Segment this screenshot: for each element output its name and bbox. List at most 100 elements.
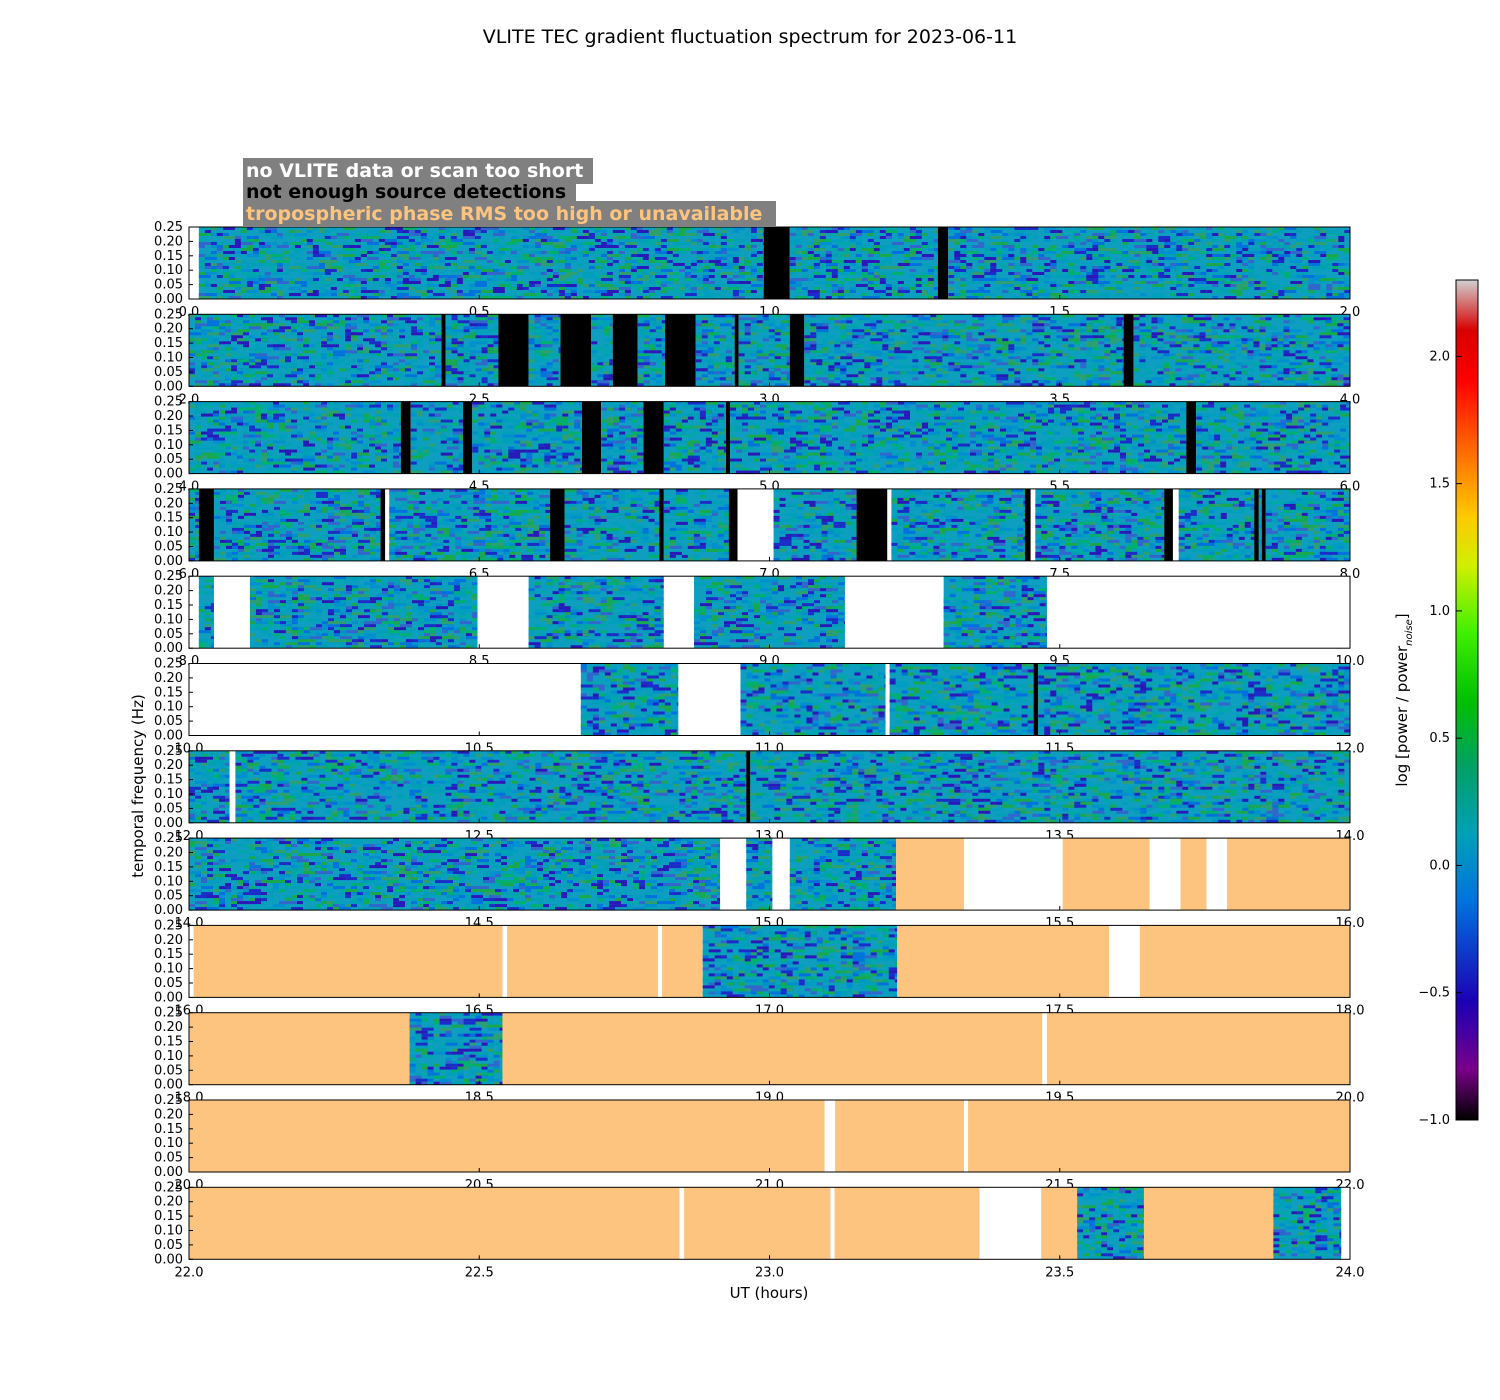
spectrum-segment — [789, 838, 897, 911]
y-tick-label: 0.00 — [154, 990, 183, 1005]
colorbar-gradient — [1455, 279, 1479, 1121]
y-tick-label: 0.10 — [154, 1224, 183, 1239]
legend: no VLITE data or scan too short not enou… — [243, 158, 776, 226]
flag-segment-black — [665, 314, 696, 387]
spectrum-segment — [580, 663, 679, 736]
y-tick-label: 0.20 — [154, 234, 183, 249]
spectrum-segment — [750, 750, 1350, 823]
flag-segment-tropo — [1046, 1012, 1350, 1085]
flag-segment-black — [789, 314, 805, 387]
flag-segment-white — [979, 1187, 1042, 1260]
panel-3: 0.250.200.150.100.050.006.0 6.5 7.0 7.5 8.0 — [154, 482, 1360, 582]
flag-segment-tropo — [1062, 838, 1150, 911]
colorbar-label: log [power / powernoise] — [1393, 613, 1415, 786]
legend-tropo-rms: tropospheric phase RMS too high or unava… — [246, 203, 762, 225]
flag-segment-white — [737, 488, 774, 561]
spectrum-segment — [889, 663, 1034, 736]
y-tick-label: 0.15 — [154, 598, 183, 613]
flag-segment-black — [1186, 401, 1197, 474]
flag-segment-white — [887, 488, 892, 561]
flag-segment-tropo — [835, 1100, 964, 1172]
flag-segment-white — [963, 838, 1063, 911]
legend-box — [243, 180, 576, 203]
spectrum-segment — [738, 314, 790, 387]
y-tick-label: 0.10 — [154, 787, 183, 802]
y-tick-label: 0.20 — [154, 1020, 183, 1035]
y-tick-label: 0.00 — [154, 1252, 183, 1267]
spectrum-segment — [948, 227, 1350, 299]
y-tick-label: 0.25 — [154, 657, 183, 672]
flag-segment-tropo — [502, 1012, 1043, 1085]
flag-segment-white — [1149, 838, 1181, 911]
spectrum-segment — [189, 401, 401, 474]
flag-segment-white — [1109, 925, 1140, 998]
x-tick-label: 24.0 — [1336, 1265, 1365, 1280]
y-tick-label: 0.05 — [154, 1238, 183, 1253]
y-tick-label: 0.15 — [154, 511, 183, 526]
legend-box — [243, 158, 593, 184]
flag-segment-white — [1030, 488, 1036, 561]
flag-segment-white — [1042, 1012, 1047, 1085]
flag-segment-tropo — [189, 1012, 410, 1085]
y-tick-label: 0.20 — [154, 496, 183, 511]
y-tick-label: 0.20 — [154, 584, 183, 599]
x-tick-label: 22.0 — [175, 1265, 204, 1280]
flag-segment-white — [830, 1187, 835, 1260]
y-tick-label: 0.15 — [154, 860, 183, 875]
flag-segment-white — [885, 663, 890, 736]
legend-no-detections: not enough source detections — [246, 181, 566, 203]
y-tick-label: 0.10 — [154, 700, 183, 715]
flag-segment-white — [229, 750, 236, 823]
spectrum-segment — [213, 488, 381, 561]
spectrum-segment — [1258, 488, 1262, 561]
flag-segment-black — [728, 488, 738, 561]
y-tick-label: 0.25 — [154, 395, 183, 410]
flag-segment-white — [189, 925, 194, 998]
y-tick-label: 0.15 — [154, 1209, 183, 1224]
y-tick-label: 0.25 — [154, 482, 183, 497]
flag-segment-black — [1261, 488, 1266, 561]
y-tick-label: 0.15 — [154, 1122, 183, 1137]
y-tick-label: 0.10 — [154, 874, 183, 889]
flag-segment-tropo — [896, 838, 964, 911]
flag-segment-black — [198, 488, 214, 561]
y-tick-label: 0.20 — [154, 322, 183, 337]
y-tick-label: 0.25 — [154, 831, 183, 846]
spectrum-segment — [789, 227, 938, 299]
y-tick-label: 0.15 — [154, 1035, 183, 1050]
flag-segment-black — [746, 750, 751, 823]
y-tick-label: 0.00 — [154, 1165, 183, 1180]
spectrum-segment — [1077, 1187, 1144, 1260]
spectrum-segment — [409, 1012, 503, 1085]
flag-segment-tropo — [684, 1187, 831, 1260]
y-tick-label: 0.00 — [154, 379, 183, 394]
y-tick-label: 0.25 — [154, 1006, 183, 1021]
flag-segment-tropo — [1041, 1187, 1078, 1260]
y-tick-label: 0.05 — [154, 365, 183, 380]
colorbar-tick-label: 0.0 — [1429, 858, 1450, 873]
legend-no-data: no VLITE data or scan too short — [246, 160, 583, 182]
spectrum-segment — [637, 314, 666, 387]
spectrum-segment — [564, 488, 660, 561]
flag-segment-black — [856, 488, 888, 561]
flag-segment-tropo — [897, 925, 1110, 998]
spectrum-segment — [663, 488, 729, 561]
spectrum-segment — [1133, 314, 1350, 387]
spectrum-segment — [472, 401, 582, 474]
panel-4: 0.250.200.150.100.050.008.0 8.5 9.0 9.5 10.0 — [154, 569, 1364, 669]
y-tick-label: 0.15 — [154, 773, 183, 788]
flag-segment-white — [477, 576, 529, 649]
y-tick-label: 0.15 — [154, 249, 183, 264]
y-tick-label: 0.05 — [154, 278, 183, 293]
flag-segment-white — [1341, 1187, 1350, 1260]
spectrum-segment — [189, 750, 230, 823]
y-tick-label: 0.10 — [154, 263, 183, 278]
spectrum-segment — [189, 838, 721, 911]
spectrum-segment — [1196, 401, 1350, 474]
flag-segment-tropo — [968, 1100, 1350, 1172]
flag-segment-white — [385, 488, 390, 561]
y-tick-label: 0.00 — [154, 1078, 183, 1093]
